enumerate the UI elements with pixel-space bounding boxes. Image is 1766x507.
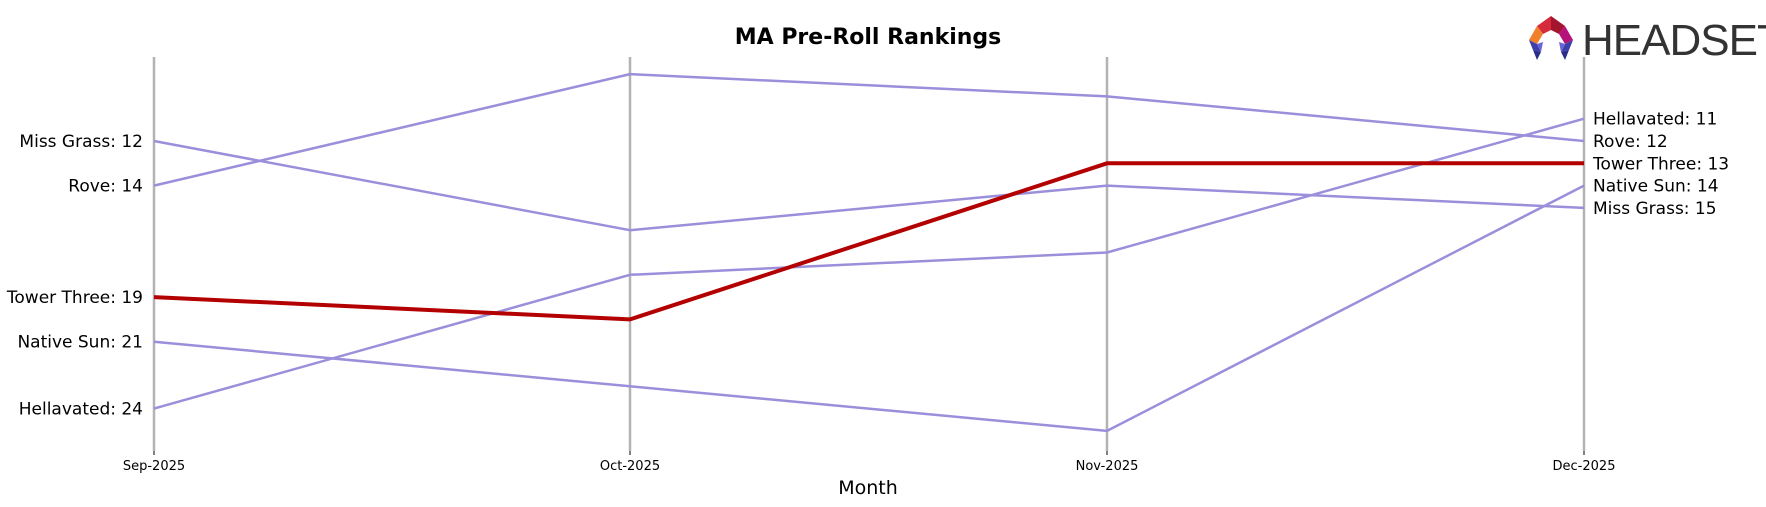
start-rank-label: Hellavated: 24	[19, 400, 143, 420]
x-axis-ticks: Sep-2025 Oct-2025 Nov-2025 Dec-2025	[123, 459, 1616, 474]
month-gridlines	[152, 57, 1586, 455]
end-rank-label: Native Sun: 14	[1593, 177, 1719, 197]
start-rank-label: Tower Three: 19	[6, 288, 143, 308]
x-tick-label: Oct-2025	[600, 459, 660, 474]
series-line-tower-three	[153, 161, 1584, 322]
series-line-native-sun	[153, 184, 1585, 433]
end-rank-label: Rove: 12	[1593, 132, 1668, 152]
headset-logo-icon	[1529, 16, 1573, 60]
x-tick-label: Dec-2025	[1553, 459, 1616, 474]
chart-title: MA Pre-Roll Rankings	[735, 25, 1002, 50]
x-tick-label: Nov-2025	[1076, 459, 1139, 474]
x-tick-label: Sep-2025	[123, 459, 185, 474]
start-rank-label: Native Sun: 21	[17, 333, 143, 353]
series-lines	[153, 72, 1585, 433]
start-rank-label: Rove: 14	[68, 177, 143, 197]
series-line-hellavated	[153, 117, 1585, 410]
series-line-miss-grass	[153, 139, 1585, 232]
start-rank-label: Miss Grass: 12	[19, 132, 143, 152]
end-rank-label: Miss Grass: 15	[1593, 199, 1717, 219]
series-line-rove	[153, 72, 1585, 187]
end-rank-label: Tower Three: 13	[1592, 154, 1729, 174]
x-axis-label: Month	[838, 477, 898, 499]
headset-logo-text: HEADSET	[1582, 16, 1766, 65]
headset-logo: HEADSET	[1529, 16, 1766, 65]
start-rank-labels: Miss Grass: 12 Rove: 14 Tower Three: 19 Nat…	[6, 132, 143, 420]
end-rank-label: Hellavated: 11	[1593, 110, 1717, 130]
